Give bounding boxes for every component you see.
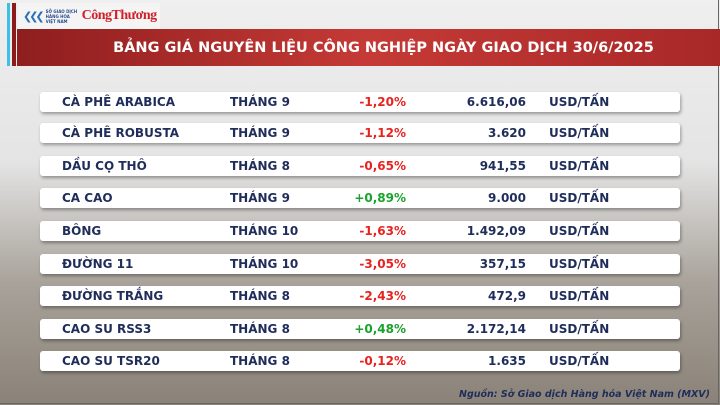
table-row: CÀ PHÊ ARABICA THÁNG 9 -1,20% 6.616,06 U…: [40, 92, 680, 112]
table-row: CÀ PHÊ ROBUSTA THÁNG 9 -1,12% 3.620 USD/…: [40, 123, 680, 143]
source-note: Nguồn: Sở Giao dịch Hàng hóa Việt Nam (M…: [459, 389, 710, 400]
unit: USD/TẤN: [549, 95, 610, 109]
price-change: -1,12%: [359, 126, 406, 140]
table-row: ĐƯỜNG TRẮNG THÁNG 8 -2,43% 472,9 USD/TẤN: [40, 286, 680, 306]
commodity-name: CÀ PHÊ ROBUSTA: [62, 126, 179, 140]
price-change: -2,43%: [359, 289, 406, 303]
unit: USD/TẤN: [549, 126, 610, 140]
commodity-name: CA CAO: [62, 191, 113, 205]
price-change: -3,05%: [359, 257, 406, 271]
unit: USD/TẤN: [549, 322, 610, 336]
commodity-name: BÔNG: [62, 224, 102, 238]
price-change: -0,12%: [359, 354, 406, 368]
exchange-logo-text: SỞ GIAO DỊCH HÀNG HÓA VIỆT NAM: [45, 8, 78, 24]
page-title: BẢNG GIÁ NGUYÊN LIỆU CÔNG NGHIỆP NGÀY GI…: [113, 39, 654, 56]
commodity-name: CAO SU TSR20: [62, 354, 160, 368]
commodity-name: CAO SU RSS3: [62, 322, 152, 336]
unit: USD/TẤN: [549, 159, 610, 173]
table-row: CAO SU TSR20 THÁNG 8 -0,12% 1.635 USD/TẤ…: [40, 351, 680, 371]
publisher-logo: CôngThương: [81, 8, 157, 23]
unit: USD/TẤN: [549, 289, 610, 303]
commodity-name: CÀ PHÊ ARABICA: [62, 95, 176, 109]
price: 6.616,06: [466, 95, 526, 109]
unit: USD/TẤN: [549, 224, 610, 238]
price: 357,15: [479, 257, 526, 271]
contract-month: THÁNG 10: [230, 224, 299, 238]
contract-month: THÁNG 9: [230, 126, 290, 140]
price-change: +0,48%: [354, 322, 406, 336]
table-row: CA CAO THÁNG 9 +0,89% 9.000 USD/TẤN: [40, 188, 680, 208]
price-change: -0,65%: [359, 159, 406, 173]
table-row: CAO SU RSS3 THÁNG 8 +0,48% 2.172,14 USD/…: [40, 319, 680, 339]
price: 472,9: [488, 289, 526, 303]
contract-month: THÁNG 8: [230, 322, 290, 336]
price: 9.000: [488, 191, 526, 205]
contract-month: THÁNG 8: [230, 159, 290, 173]
commodity-name: ĐƯỜNG TRẮNG: [62, 289, 164, 303]
title-banner: BẢNG GIÁ NGUYÊN LIỆU CÔNG NGHIỆP NGÀY GI…: [17, 29, 720, 66]
price: 3.620: [488, 126, 526, 140]
table-row: BÔNG THÁNG 10 -1,63% 1.492,09 USD/TẤN: [40, 221, 680, 241]
accent-bar: [7, 3, 10, 66]
commodity-name: DẦU CỌ THÔ: [62, 159, 147, 173]
contract-month: THÁNG 9: [230, 95, 290, 109]
contract-month: THÁNG 8: [230, 289, 290, 303]
unit: USD/TẤN: [549, 354, 610, 368]
contract-month: THÁNG 8: [230, 354, 290, 368]
price-change: +0,89%: [354, 191, 406, 205]
unit: USD/TẤN: [549, 257, 610, 271]
accent-bar: [12, 3, 16, 66]
commodity-name: ĐƯỜNG 11: [62, 257, 134, 271]
price: 1.492,09: [466, 224, 526, 238]
logo: ❮❮❮ SỞ GIAO DỊCH HÀNG HÓA VIỆT NAM CôngT…: [18, 3, 160, 29]
contract-month: THÁNG 9: [230, 191, 290, 205]
price-change: -1,63%: [359, 224, 406, 238]
price-change: -1,20%: [359, 95, 406, 109]
unit: USD/TẤN: [549, 191, 610, 205]
contract-month: THÁNG 10: [230, 257, 299, 271]
price: 1.635: [488, 354, 526, 368]
mxv-logo-icon: ❮❮❮: [23, 9, 45, 23]
price: 2.172,14: [466, 322, 526, 336]
table-row: DẦU CỌ THÔ THÁNG 8 -0,65% 941,55 USD/TẤN: [40, 156, 680, 176]
table-row: ĐƯỜNG 11 THÁNG 10 -3,05% 357,15 USD/TẤN: [40, 254, 680, 274]
price: 941,55: [479, 159, 526, 173]
